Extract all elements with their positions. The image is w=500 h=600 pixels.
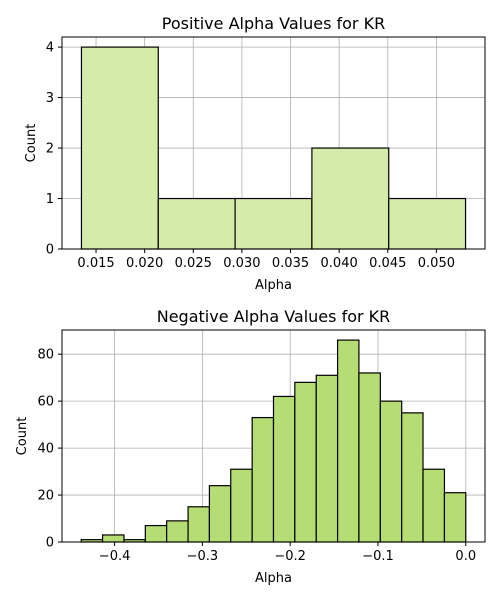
chart-title: Negative Alpha Values for KR (157, 307, 391, 326)
histogram-bar (315, 374, 339, 543)
x-tick-label: 0.035 (272, 256, 309, 271)
histogram-bar (80, 46, 159, 250)
histogram-bar (157, 197, 236, 250)
plot-frame (61, 36, 486, 250)
y-tick-label: 20 (37, 489, 54, 504)
x-tick-label: 0.045 (369, 256, 406, 271)
y-axis-label: Count (15, 417, 30, 456)
histogram-bar (187, 506, 211, 543)
x-tick-label: 0.0 (455, 549, 476, 564)
histogram-bar (401, 412, 424, 543)
histogram-bar (443, 492, 467, 543)
y-tick-label: 2 (46, 142, 54, 157)
x-tick-label: −0.2 (274, 549, 306, 564)
y-tick-label: 0 (46, 536, 54, 551)
histogram-bar (144, 524, 168, 543)
y-axis-label: Count (24, 124, 39, 163)
histogram-bar (358, 372, 381, 543)
histogram-bar (336, 339, 360, 543)
x-tick-label: 0.025 (175, 256, 212, 271)
y-tick-label: 40 (37, 442, 54, 457)
chart-title: Positive Alpha Values for KR (162, 14, 385, 33)
histogram-bar (101, 534, 125, 543)
histogram-bar (208, 485, 232, 543)
y-tick-label: 3 (46, 91, 54, 106)
histogram-bar (422, 468, 446, 543)
histogram-bar (251, 416, 275, 543)
x-tick-label: −0.3 (187, 549, 219, 564)
plot-frame (61, 329, 486, 543)
x-axis-label: Alpha (255, 571, 292, 586)
histogram-bar (388, 197, 467, 250)
y-tick-label: 80 (37, 348, 54, 363)
y-tick-label: 60 (37, 395, 54, 410)
histogram-bar (166, 520, 189, 543)
negative-alpha-histogram: −0.4 −0.3 −0.2 −0.1 0.0 0 20 40 60 80 Negative Al… (15, 307, 486, 586)
positive-alpha-histogram: 0.015 0.020 0.025 0.030 0.035 0.040 0.045 0.050… (24, 14, 486, 293)
x-tick-label: −0.1 (362, 549, 394, 564)
histogram-bar (234, 197, 313, 250)
histogram-bar (294, 381, 317, 543)
x-tick-label: 0.020 (126, 256, 163, 271)
histogram-bar (272, 395, 296, 543)
x-tick-label: 0.015 (77, 256, 114, 271)
histogram-bar (311, 147, 390, 250)
x-tick-label: 0.050 (418, 256, 455, 271)
x-tick-label: 0.040 (321, 256, 358, 271)
x-axis-label: Alpha (255, 278, 292, 293)
x-tick-label: 0.030 (223, 256, 260, 271)
y-tick-label: 1 (46, 192, 54, 207)
y-tick-label: 4 (46, 41, 54, 56)
x-tick-label: −0.4 (99, 549, 131, 564)
y-tick-label: 0 (46, 243, 54, 258)
histogram-bar (379, 400, 403, 543)
histogram-bar (230, 468, 253, 543)
